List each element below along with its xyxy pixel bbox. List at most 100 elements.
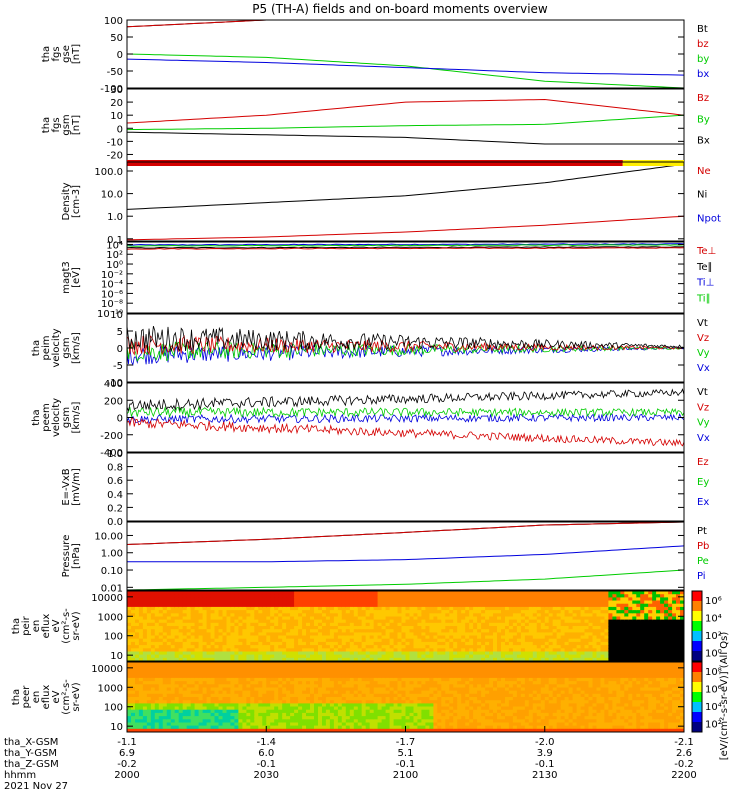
- legend-entry: Te∥: [696, 262, 713, 273]
- y-tick-label: 0.10: [101, 566, 123, 577]
- y-tick-label: 10: [110, 651, 123, 662]
- legend-entry: Ni: [697, 190, 707, 201]
- y-axis-label: tha: [11, 689, 22, 705]
- legend-entry: Ti∥: [696, 293, 711, 304]
- legend-entry: Pe: [697, 556, 709, 567]
- xaxis-row-label: tha_X-GSM: [4, 737, 58, 748]
- series-Pb: [127, 522, 684, 545]
- panel-density: 100.0 10.0 1.0 0.1 Density [cm-3] Ne Ni Npot: [61, 160, 721, 246]
- y-axis-label: tha: [31, 409, 42, 425]
- y-tick-label: -10: [107, 378, 123, 389]
- y-axis-label: fgs: [51, 117, 62, 132]
- y-axis-label: peem: [41, 403, 52, 431]
- y-axis-label: [mV/m]: [71, 468, 82, 506]
- y-tick-label: 0: [117, 414, 123, 425]
- y-axis-label: peer: [21, 685, 32, 709]
- y-tick-label: -20: [107, 150, 123, 161]
- x-tick-label: 6.0: [258, 748, 274, 759]
- xaxis-row-label: tha_Z-GSM: [4, 759, 59, 770]
- y-tick-label: 200: [104, 396, 123, 407]
- panel-pressure: 10.00 1.00 0.10 0.01 Pressure [nPa] Pt Pb Pe Pi: [61, 521, 709, 594]
- y-tick-label: 0: [117, 124, 123, 135]
- panel-fgs-gse: 100 50 0 -50 -100 tha fgs gse [nT] Bt bz by bx: [41, 16, 709, 95]
- x-tick-label: -0.2: [117, 759, 137, 770]
- y-tick-label: 10⁻⁶: [101, 289, 123, 300]
- x-tick-label: -1.7: [396, 737, 416, 748]
- legend-entry: Vy: [697, 348, 710, 359]
- date-label: 2021 Nov 27: [4, 781, 68, 792]
- y-axis-label: eflux: [41, 685, 52, 710]
- x-tick-label: -1.1: [117, 737, 137, 748]
- y-axis-label: [km/s]: [71, 401, 82, 433]
- series-Ni: [127, 163, 684, 210]
- x-tick-label: 2200: [671, 770, 696, 781]
- y-tick-label: 400: [104, 379, 123, 390]
- y-tick-label: 1.00: [101, 549, 123, 560]
- y-tick-label: 10: [110, 111, 123, 122]
- legend-entry: Ex: [697, 497, 709, 508]
- y-axis-label: (cm²-s-: [61, 608, 72, 644]
- colorbar-tick: 10⁴: [705, 702, 722, 713]
- y-tick-label: -5: [113, 361, 123, 372]
- y-tick-label: 10: [110, 722, 123, 733]
- y-tick-label: 10000: [91, 664, 123, 675]
- y-tick-label: 0.6: [107, 476, 123, 487]
- y-tick-label: 10⁰: [106, 260, 123, 271]
- y-axis-label: en: [31, 691, 42, 704]
- x-tick-label: -0.1: [256, 759, 276, 770]
- colorbar-tick: 10⁸: [705, 667, 722, 678]
- y-tick-label: 10⁻²: [101, 270, 123, 281]
- x-tick-label: 2.6: [676, 748, 692, 759]
- y-tick-label: 1000: [98, 612, 123, 623]
- series-Bt: [127, 20, 684, 28]
- colorbar-tick: 10⁴: [705, 613, 722, 624]
- y-axis-label: peim: [41, 335, 52, 360]
- legend-entry: Pi: [697, 571, 706, 582]
- xaxis-row-label: hhmm: [4, 770, 36, 781]
- y-tick-label: 100: [104, 703, 123, 714]
- legend-entry: Ti⊥: [696, 278, 714, 289]
- y-tick-label: 1000: [98, 683, 123, 694]
- panel-peer: 10⁸ 10⁶ 10⁴ 10² 10000 1000 100 10 tha peer en eflux…: [11, 661, 722, 733]
- x-tick-label: 3.9: [537, 748, 553, 759]
- y-axis-label: tha: [31, 340, 42, 356]
- colorbar-tick: 10⁰: [705, 648, 722, 659]
- y-axis-label: en: [31, 620, 42, 633]
- series-Bx: [127, 131, 684, 145]
- x-tick-label: 6.9: [119, 748, 135, 759]
- x-tick-label: -0.2: [674, 759, 694, 770]
- y-axis-label: magt3: [61, 261, 72, 294]
- y-axis-label: eV: [51, 690, 62, 703]
- colorbar-tick: 10²: [705, 631, 722, 642]
- time-axis: tha_X-GSM -1.1 -1.4 -1.7 -2.0 -2.1 tha_Y-GSM 6.…: [4, 726, 697, 792]
- panel-peim: 10 5 0 -5 -10 tha peim velocity gsm [km/s] Vt Vz Vy V…: [31, 310, 710, 389]
- y-tick-label: 10.0: [101, 190, 123, 201]
- legend-entry: Vz: [697, 402, 709, 413]
- y-axis-label: gse: [61, 45, 72, 63]
- panel-efield: 1.0 0.8 0.6 0.4 0.2 0.0 E=-VxB [mV/m] Ez Ey Ex: [61, 449, 709, 528]
- series-bx: [127, 58, 684, 76]
- plot-title: P5 (TH-A) fields and on-board moments ov…: [252, 2, 548, 16]
- x-tick-label: 2100: [393, 770, 418, 781]
- y-tick-label: -50: [107, 67, 123, 78]
- legend-entry: Vt: [697, 387, 708, 398]
- y-tick-label: 20: [110, 98, 123, 109]
- series-Pi: [127, 545, 684, 563]
- series-bz: [127, 20, 684, 28]
- y-axis-label: fgs: [51, 46, 62, 61]
- legend-entry: Bt: [697, 24, 708, 35]
- y-tick-label: 0.8: [107, 463, 123, 474]
- legend-entry: Vx: [697, 363, 710, 374]
- legend-entry: Bx: [697, 136, 710, 147]
- legend-entry: by: [697, 54, 709, 65]
- y-tick-label: 10⁻⁸: [101, 299, 123, 310]
- y-axis-label: [nPa]: [71, 543, 82, 569]
- y-axis-label: eflux: [41, 614, 52, 639]
- y-tick-label: 30: [110, 85, 123, 96]
- y-axis-label: sr-eV): [71, 611, 82, 640]
- legend-entry: Pt: [697, 526, 707, 537]
- panel-peir: 10⁶ 10⁴ 10² 10⁰ 10000 1000 100 10 tha peir en eflux…: [11, 590, 722, 662]
- series-Ne: [127, 215, 684, 241]
- y-tick-label: 0.4: [107, 490, 123, 501]
